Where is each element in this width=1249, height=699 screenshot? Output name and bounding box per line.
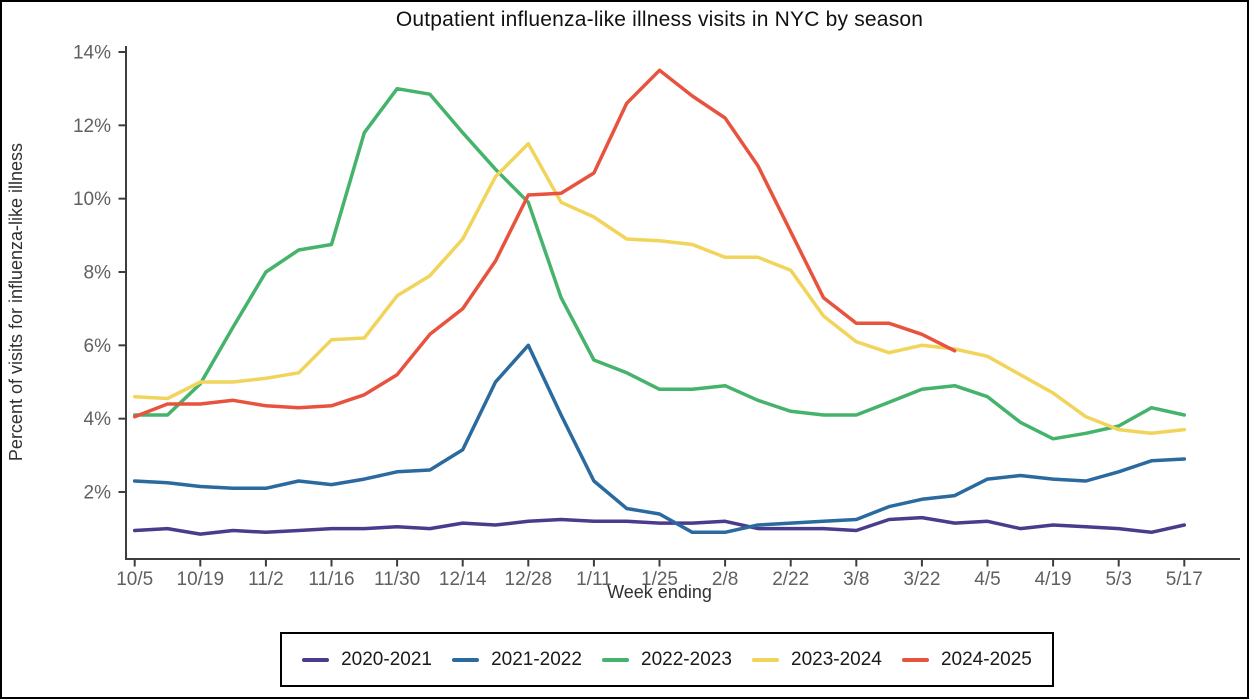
legend-label: 2020-2021 [341,648,432,670]
x-tick-label: 1/11 [576,569,612,590]
legend-label: 2024-2025 [940,648,1032,670]
x-tick-label: 1/25 [641,569,678,590]
x-tick-label: 11/30 [374,569,420,590]
legend: 2020-2021 2021-2022 2022-2023 2023-2024 2024… [280,632,1054,687]
chart-title: Outpatient influenza-like illness visits… [395,8,924,31]
legend-swatch-2020-2021 [302,657,330,662]
series-line-2020-2021 [132,515,1187,536]
x-tick-label: 10/5 [116,569,153,590]
y-tick-label: 14% [73,43,111,64]
x-tick-label: 11/16 [308,569,354,590]
legend-item-2023-2024: 2023-2024 [752,649,882,671]
x-tick-label: 3/22 [903,569,940,590]
legend-item-2024-2025: 2024-2025 [901,648,1032,671]
y-tick-label: 8% [84,262,112,283]
legend-label: 2021-2022 [491,648,582,670]
y-tick-label: 10% [73,189,111,210]
x-tick-label: 5/17 [1166,569,1203,590]
series-line-2021-2022 [132,343,1187,535]
legend-swatch-2022-2023 [602,657,630,662]
x-tick-label: 2/8 [712,569,738,590]
legend-item-2022-2023: 2022-2023 [602,649,732,671]
legend-swatch-2024-2025 [901,657,929,662]
x-axis-title: Week ending [607,582,712,602]
x-tick-label: 4/5 [974,569,1000,590]
series-line-2022-2023 [132,86,1187,441]
legend-label: 2023-2024 [791,648,882,670]
legend-swatch-2021-2022 [452,657,480,662]
y-tick-label: 6% [84,336,112,357]
y-tick-label: 4% [84,409,112,430]
x-tick-label: 2/22 [772,569,809,590]
x-tick-label: 10/19 [177,569,225,590]
legend-swatch-2023-2024 [752,657,779,662]
legend-label: 2022-2023 [641,648,732,670]
x-tick-label: 3/8 [843,569,869,590]
series-line-2024-2025 [132,68,957,419]
axis-spines [125,46,1240,560]
y-tick-label: 2% [84,482,112,503]
y-axis-title: Percent of visits for influenza-like ill… [6,142,26,462]
series-line-2023-2024 [132,141,1187,436]
y-tick-label: 12% [73,116,111,137]
x-tick-label: 12/28 [505,569,553,590]
legend-item-2021-2022: 2021-2022 [452,649,582,671]
legend-item-2020-2021: 2020-2021 [302,649,432,671]
x-tick-label: 4/19 [1035,569,1072,590]
x-tick-label: 11/2 [248,569,284,590]
x-tick-label: 5/3 [1105,569,1131,590]
x-tick-label: 12/14 [439,569,487,590]
